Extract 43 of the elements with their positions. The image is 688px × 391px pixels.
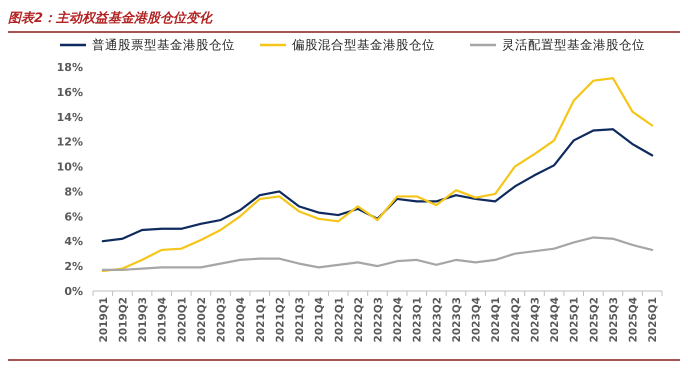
- x-tick-label: 2024Q3: [529, 297, 542, 342]
- x-tick-label: 2019Q1: [98, 297, 110, 342]
- x-tick-label: 2021Q3: [294, 297, 306, 342]
- x-tick-label: 2023Q3: [450, 297, 463, 342]
- y-tick-label: 6%: [64, 210, 83, 224]
- x-tick-label: 2024Q2: [510, 297, 522, 342]
- x-tick-label: 2025Q2: [588, 297, 600, 342]
- x-tick-label: 2024Q4: [549, 297, 562, 342]
- legend-label: 灵活配置型基金港股仓位: [502, 37, 645, 52]
- y-tick-label: 2%: [64, 260, 83, 274]
- x-tick-label: 2022Q4: [392, 297, 404, 342]
- x-tick-label: 2020Q2: [196, 297, 208, 342]
- legend-label: 普通股票型基金港股仓位: [92, 37, 235, 52]
- x-tick-label: 2026Q1: [647, 297, 660, 342]
- x-tick-label: 2020Q1: [176, 297, 188, 342]
- x-tick-label: 2019Q4: [156, 297, 169, 342]
- x-tick-label: 2024Q1: [490, 297, 502, 342]
- x-tick-label: 2022Q3: [372, 297, 384, 342]
- x-tick-label: 2021Q4: [314, 297, 326, 342]
- x-tick-label: 2025Q3: [608, 297, 620, 342]
- legend-label: 偏股混合型基金港股仓位: [292, 37, 435, 52]
- x-tick-label: 2023Q1: [412, 297, 424, 342]
- title: 图表2：主动权益基金港股仓位变化: [8, 11, 212, 26]
- x-tick-label: 2019Q3: [137, 297, 150, 342]
- x-tick-label: 2019Q2: [117, 297, 130, 342]
- y-tick-label: 8%: [64, 185, 83, 198]
- y-tick-label: 18%: [56, 61, 83, 74]
- y-tick-label: 0%: [64, 285, 83, 298]
- y-tick-label: 4%: [64, 235, 83, 248]
- x-tick-label: 2025Q1: [568, 297, 581, 342]
- x-tick-label: 2021Q2: [274, 297, 286, 342]
- x-tick-label: 2021Q1: [254, 297, 267, 342]
- x-tick-label: 2022Q1: [333, 297, 346, 342]
- x-tick-label: 2023Q2: [431, 297, 444, 342]
- x-tick-label: 2023Q4: [470, 297, 483, 342]
- x-tick-label: 2025Q4: [628, 297, 640, 342]
- y-tick-label: 16%: [56, 86, 83, 99]
- y-tick-label: 14%: [56, 110, 83, 124]
- y-tick-label: 10%: [56, 160, 83, 174]
- x-tick-label: 2022Q2: [352, 297, 365, 342]
- x-tick-label: 2020Q4: [235, 297, 248, 342]
- y-tick-label: 12%: [56, 136, 83, 149]
- x-tick-label: 2020Q3: [216, 297, 228, 342]
